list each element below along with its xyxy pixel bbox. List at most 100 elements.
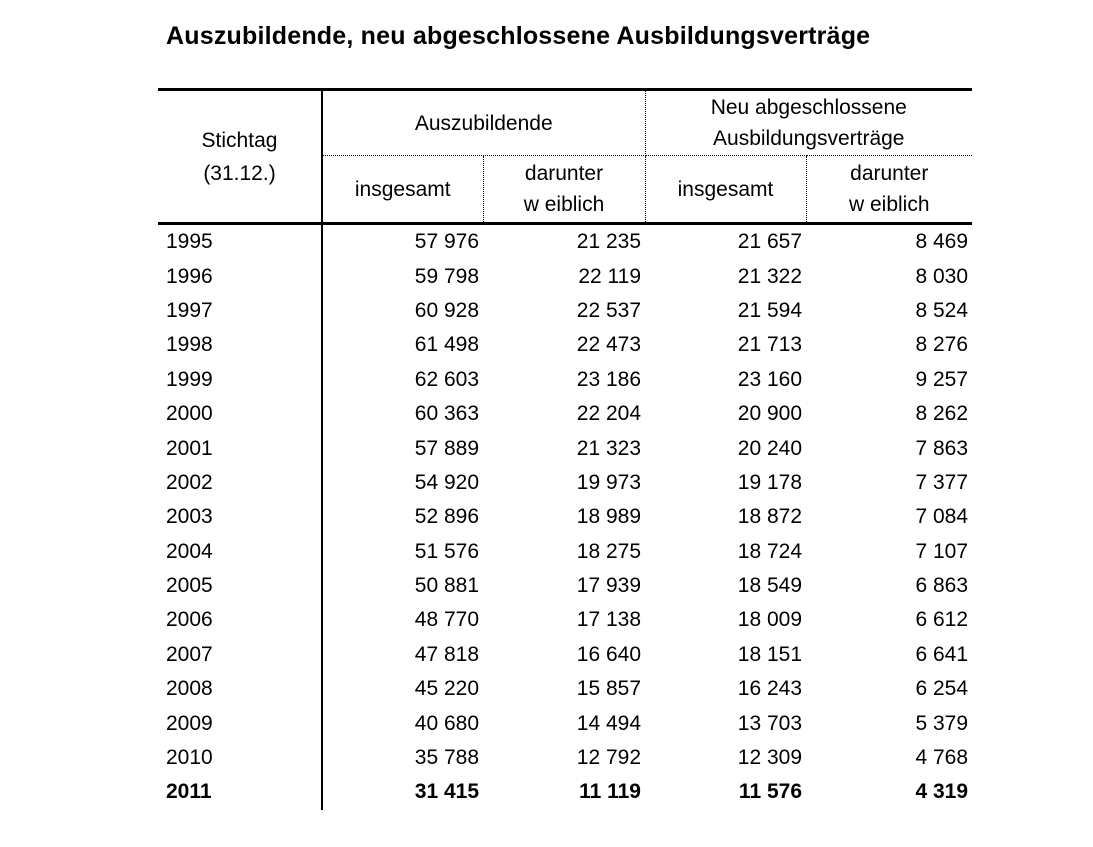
stichtag-line2: (31.12.) (203, 161, 276, 185)
neuvertraege-insgesamt-cell: 21 657 (737, 230, 802, 254)
neuvertraege-insgesamt-cell: 21 594 (737, 298, 802, 322)
table-row: 2011 31 415 11 119 11 576 4 319 (158, 775, 972, 810)
auszubildende-weiblich-cell: 19 973 (576, 470, 641, 494)
neuvertraege-insgesamt-cell: 16 243 (737, 677, 802, 701)
auszubildende-insgesamt-cell: 52 896 (414, 505, 479, 529)
table-row: 1996 59 798 22 119 21 322 8 030 (158, 259, 972, 294)
neuvertraege-insgesamt-cell: 20 900 (737, 402, 802, 426)
neuvertraege-weiblich-cell: 4 319 (915, 780, 969, 804)
auszubildende-weiblich-cell: 18 989 (576, 505, 641, 529)
neuvertraege-weiblich-cell: 8 276 (915, 333, 969, 357)
auszubildende-insgesamt-cell: 31 415 (414, 780, 479, 804)
neuvertraege-weiblich-cell: 7 377 (915, 470, 969, 494)
weiblich-label: w eiblich (848, 193, 930, 216)
table-row: 2009 40 680 14 494 13 703 5 379 (158, 706, 972, 741)
auszubildende-insgesamt-cell: 50 881 (414, 574, 479, 598)
neuvertraege-insgesamt-cell: 19 178 (737, 470, 802, 494)
auszubildende-weiblich-cell: 22 473 (576, 333, 641, 357)
year-cell: 2008 (158, 672, 323, 707)
neuvertraege-weiblich-cell: 8 469 (915, 230, 969, 254)
auszubildende-insgesamt-cell: 45 220 (414, 677, 479, 701)
sub-header-neuvertraege-weiblich: darunter w eiblich (806, 155, 973, 225)
neuvertraege-weiblich-cell: 7 863 (915, 436, 969, 460)
table-row: 1997 60 928 22 537 21 594 8 524 (158, 293, 972, 329)
year-cell: 2009 (158, 706, 323, 741)
column-header-stichtag: Stichtag (31.12.) (158, 89, 323, 225)
neuvertraege-insgesamt-cell: 13 703 (737, 711, 802, 735)
auszubildende-weiblich-cell: 11 119 (579, 780, 641, 804)
auszubildende-insgesamt-cell: 35 788 (414, 746, 479, 770)
neuvertraege-weiblich-cell: 8 262 (915, 402, 969, 426)
auszubildende-insgesamt-cell: 62 603 (414, 367, 479, 391)
table-row: 2004 51 576 18 275 18 724 7 107 (158, 534, 972, 569)
auszubildende-weiblich-cell: 15 857 (576, 677, 641, 701)
neuvertraege-weiblich-cell: 7 084 (915, 505, 969, 529)
table-row: 2008 45 220 15 857 16 243 6 254 (158, 672, 972, 707)
neuvertraege-insgesamt-cell: 18 151 (737, 642, 802, 666)
auszubildende-insgesamt-cell: 51 576 (414, 539, 479, 563)
table-row: 2010 35 788 12 792 12 309 4 768 (158, 740, 972, 776)
table-row: 2000 60 363 22 204 20 900 8 262 (158, 396, 972, 432)
neuvertraege-weiblich-cell: 8 524 (915, 298, 969, 322)
table-body: 1995 57 976 21 235 21 657 8 469 1996 59 … (158, 223, 972, 810)
year-cell: 2003 (158, 500, 323, 535)
sub-header-auszubildende-weiblich: darunter w eiblich (483, 155, 646, 225)
auszubildende-weiblich-cell: 22 537 (576, 298, 641, 322)
year-cell: 2001 (158, 431, 323, 466)
year-cell: 2004 (158, 534, 323, 569)
neuvertraege-insgesamt-cell: 21 322 (737, 264, 802, 288)
neuvertraege-weiblich-cell: 6 254 (915, 677, 969, 701)
auszubildende-weiblich-cell: 12 792 (576, 746, 641, 770)
auszubildende-weiblich-cell: 17 939 (576, 574, 641, 598)
table-row: 2003 52 896 18 989 18 872 7 084 (158, 500, 972, 535)
auszubildende-insgesamt-cell: 59 798 (414, 264, 479, 288)
auszubildende-table: Stichtag (31.12.) Auszubildende Neu abge… (158, 88, 973, 810)
neuvertraege-line1: Neu abgeschlossene (710, 96, 907, 119)
auszubildende-insgesamt-cell: 48 770 (414, 608, 479, 632)
neuvertraege-weiblich-cell: 9 257 (915, 367, 969, 391)
neuvertraege-insgesamt-cell: 18 009 (737, 608, 802, 632)
auszubildende-insgesamt-cell: 40 680 (414, 711, 479, 735)
auszubildende-weiblich-cell: 22 119 (578, 264, 641, 288)
table-header: Stichtag (31.12.) Auszubildende Neu abge… (158, 89, 973, 225)
auszubildende-weiblich-cell: 16 640 (576, 642, 641, 666)
neuvertraege-insgesamt-cell: 18 872 (737, 505, 802, 529)
year-cell: 1995 (158, 223, 323, 260)
year-cell: 1997 (158, 293, 323, 329)
year-cell: 2005 (158, 568, 323, 604)
darunter-label: darunter (850, 162, 929, 185)
auszubildende-weiblich-cell: 18 275 (576, 539, 641, 563)
auszubildende-weiblich-cell: 23 186 (576, 367, 641, 391)
neuvertraege-weiblich-cell: 5 379 (915, 711, 969, 735)
stichtag-line1: Stichtag (201, 128, 278, 152)
table-row: 2001 57 889 21 323 20 240 7 863 (158, 431, 972, 466)
neuvertraege-insgesamt-cell: 23 160 (737, 367, 802, 391)
neuvertraege-insgesamt-cell: 11 576 (738, 780, 802, 804)
auszubildende-insgesamt-cell: 54 920 (414, 470, 479, 494)
auszubildende-insgesamt-cell: 60 928 (414, 298, 479, 322)
auszubildende-weiblich-cell: 21 235 (576, 230, 641, 254)
auszubildende-weiblich-cell: 22 204 (576, 402, 641, 426)
auszubildende-insgesamt-cell: 47 818 (414, 642, 479, 666)
neuvertraege-weiblich-cell: 7 107 (915, 539, 969, 563)
table-row: 2007 47 818 16 640 18 151 6 641 (158, 637, 972, 673)
weiblich-label: w eiblich (523, 193, 605, 216)
neuvertraege-insgesamt-cell: 18 724 (737, 539, 802, 563)
neuvertraege-weiblich-cell: 6 641 (915, 642, 969, 666)
year-cell: 2006 (158, 603, 323, 638)
sub-header-neuvertraege-insgesamt: insgesamt (645, 155, 807, 225)
table-row: 2005 50 881 17 939 18 549 6 863 (158, 568, 972, 604)
table-row: 2002 54 920 19 973 19 178 7 377 (158, 465, 972, 501)
table-row: 1995 57 976 21 235 21 657 8 469 (158, 223, 972, 260)
auszubildende-insgesamt-cell: 57 889 (414, 436, 479, 460)
neuvertraege-weiblich-cell: 6 863 (915, 574, 969, 598)
neuvertraege-insgesamt-cell: 12 309 (737, 746, 802, 770)
page-title: Auszubildende, neu abgeschlossene Ausbil… (166, 22, 871, 50)
year-cell: 2007 (158, 637, 323, 673)
year-cell: 2000 (158, 396, 323, 432)
year-cell: 1999 (158, 362, 323, 397)
year-cell: 1998 (158, 328, 323, 363)
group-header-neuvertraege: Neu abgeschlossene Ausbildungsverträge (645, 89, 973, 156)
year-cell: 2010 (158, 740, 323, 776)
neuvertraege-weiblich-cell: 4 768 (915, 746, 969, 770)
